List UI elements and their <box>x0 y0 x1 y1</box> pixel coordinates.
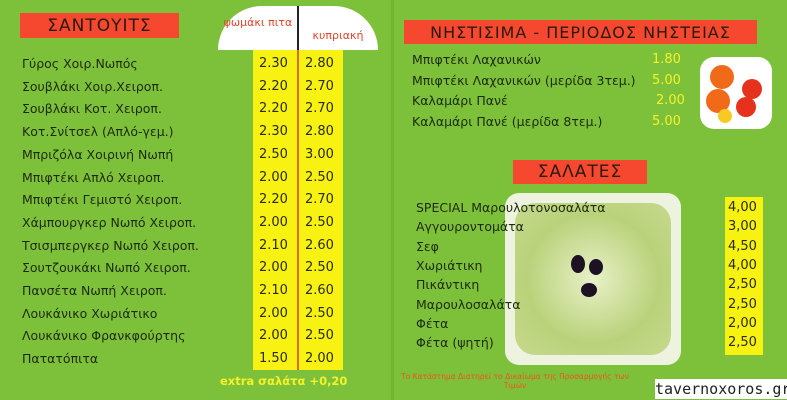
cyprus-price: 2.80 <box>305 124 334 140</box>
pita-price: 2.30 <box>259 56 288 71</box>
price-divider <box>297 50 299 370</box>
salad-name: Φέτα (ψητή) <box>416 335 494 351</box>
sandwich-name: Σουβλάκι Χοιρ.Χειροπ. <box>22 78 163 94</box>
fasting-item-price: 5.00 <box>652 113 681 129</box>
pita-price: 2.00 <box>259 214 288 230</box>
salad-price-bg <box>725 197 763 355</box>
salad-price: 2,50 <box>728 296 757 312</box>
divider <box>297 6 299 50</box>
fasting-item-name: Μπιφτέκι Λαχανικών (μερίδα 3τεμ.) <box>412 72 636 88</box>
extra-salad-note: extra σαλάτα +0,20 <box>220 374 348 388</box>
pita-price: 1.50 <box>259 351 288 367</box>
price-disclaimer: Το Κατάστημα Διατηρεί το Δικαίωμα της Πρ… <box>401 372 629 390</box>
cyprus-price: 2.00 <box>305 351 334 367</box>
pita-price: 2.10 <box>259 237 288 253</box>
sandwich-name: Μπριζόλα Χοιρινή Νωπή <box>22 146 174 162</box>
salad-price: 4,00 <box>728 257 757 273</box>
pita-price: 2.00 <box>259 328 288 344</box>
salad-name: Χωριάτικη <box>416 257 483 273</box>
salad-name: Πικάντικη <box>416 277 480 293</box>
pita-price: 2.00 <box>259 169 288 185</box>
cyprus-price: 2.50 <box>305 328 334 344</box>
cyprus-price: 2.50 <box>305 305 334 321</box>
pita-price: 2.50 <box>259 146 288 162</box>
cyprus-price: 2.70 <box>305 101 334 117</box>
salad-name: Φέτα <box>416 315 449 331</box>
fasting-title: ΝΗΣΤΙΣΙΜΑ - ΠΕΡΙΟΔΟΣ ΝΗΣΤΕΙΑΣ <box>404 20 757 44</box>
veggie-patty-photo <box>700 57 772 129</box>
sandwich-name: Κοτ.Σνίτσελ (Απλό-γεμ.) <box>22 124 174 140</box>
sandwich-name: Πατατόπιτα <box>22 351 99 367</box>
fasting-item-price: 1.80 <box>652 52 681 67</box>
salad-price: 3,00 <box>728 219 757 235</box>
right-panel: ΝΗΣΤΙΣΙΜΑ - ΠΕΡΙΟΔΟΣ ΝΗΣΤΕΙΑΣ Μπιφτέκι Λ… <box>394 0 787 400</box>
sandwich-name: Λουκάνικο Φρανκφούρτης <box>22 328 186 344</box>
sandwich-name: Πανσέτα Νωπή Χειροπ. <box>22 283 167 298</box>
cyprus-price: 2.80 <box>305 56 334 71</box>
fasting-item-name: Καλαμάρι Πανέ <box>412 93 508 108</box>
salad-name: Αγγουροντομάτα <box>416 219 524 235</box>
cyprus-price: 2.60 <box>305 237 334 253</box>
salad-photo <box>505 193 681 365</box>
col-pita: ψωμάκι πιτα <box>223 16 293 29</box>
sandwich-name: Σουβλάκι Κοτ. Χειροπ. <box>22 101 162 117</box>
sandwich-name: Τσισμπεργκερ Νωπό Χειροπ. <box>22 237 199 253</box>
pita-price: 2.20 <box>259 78 288 94</box>
salad-price: 2,00 <box>728 315 757 331</box>
sandwich-name: Χάμπουργκερ Νωπό Χειροπ. <box>22 214 197 230</box>
sandwich-panel: ΣΑΝΤΟΥΙΤΣ ψωμάκι πιτα κυπριακή Γύρος Χοι… <box>0 0 391 400</box>
sandwich-title: ΣΑΝΤΟΥΙΤΣ <box>20 13 179 38</box>
salad-name: Μαρουλοσαλάτα <box>416 296 521 312</box>
sandwich-name: Μπιφτέκι Απλό Χειροπ. <box>22 169 165 185</box>
col-cyprus: κυπριακή <box>312 29 364 42</box>
pita-price: 2.00 <box>259 305 288 321</box>
watermark: tavernoxoros.gr <box>655 379 787 399</box>
pita-price: 2.20 <box>259 101 288 117</box>
salads-title: ΣΑΛΑΤΕΣ <box>513 160 647 184</box>
fasting-item-price: 5.00 <box>652 72 681 88</box>
sandwich-name: Σουτζουκάκι Νωπό Χειροπ. <box>22 260 191 276</box>
salad-price: 4,00 <box>728 200 757 215</box>
pita-price: 2.00 <box>259 260 288 276</box>
sandwich-name: Γύρος Χοιρ.Νωπός <box>22 56 138 71</box>
price-columns-header: ψωμάκι πιτα κυπριακή <box>218 6 378 50</box>
cyprus-price: 2.70 <box>305 192 334 208</box>
cyprus-price: 2.70 <box>305 78 334 94</box>
salad-name: Σεφ <box>416 238 439 254</box>
cyprus-price: 2.50 <box>305 169 334 185</box>
fasting-item-name: Μπιφτέκι Λαχανικών <box>412 52 541 67</box>
sandwich-name: Μπιφτέκι Γεμιστό Χειροπ. <box>22 192 183 208</box>
pita-price: 2.20 <box>259 192 288 208</box>
salad-name: SPECIAL Μαρουλοτονοσαλάτα <box>416 200 606 215</box>
fasting-item-price: 2.00 <box>656 93 685 108</box>
salad-price: 4,50 <box>728 238 757 254</box>
fasting-item-name: Καλαμάρι Πανέ (μερίδα 8τεμ.) <box>412 113 603 129</box>
cyprus-price: 2.50 <box>305 260 334 276</box>
pita-price: 2.10 <box>259 283 288 298</box>
salad-price: 2,50 <box>728 277 757 293</box>
cyprus-price: 2.50 <box>305 214 334 230</box>
pita-price: 2.30 <box>259 124 288 140</box>
cyprus-price: 3.00 <box>305 146 334 162</box>
salad-price: 2,50 <box>728 335 757 351</box>
cyprus-price: 2.60 <box>305 283 334 298</box>
sandwich-name: Λουκάνικο Χωριάτικο <box>22 305 158 321</box>
